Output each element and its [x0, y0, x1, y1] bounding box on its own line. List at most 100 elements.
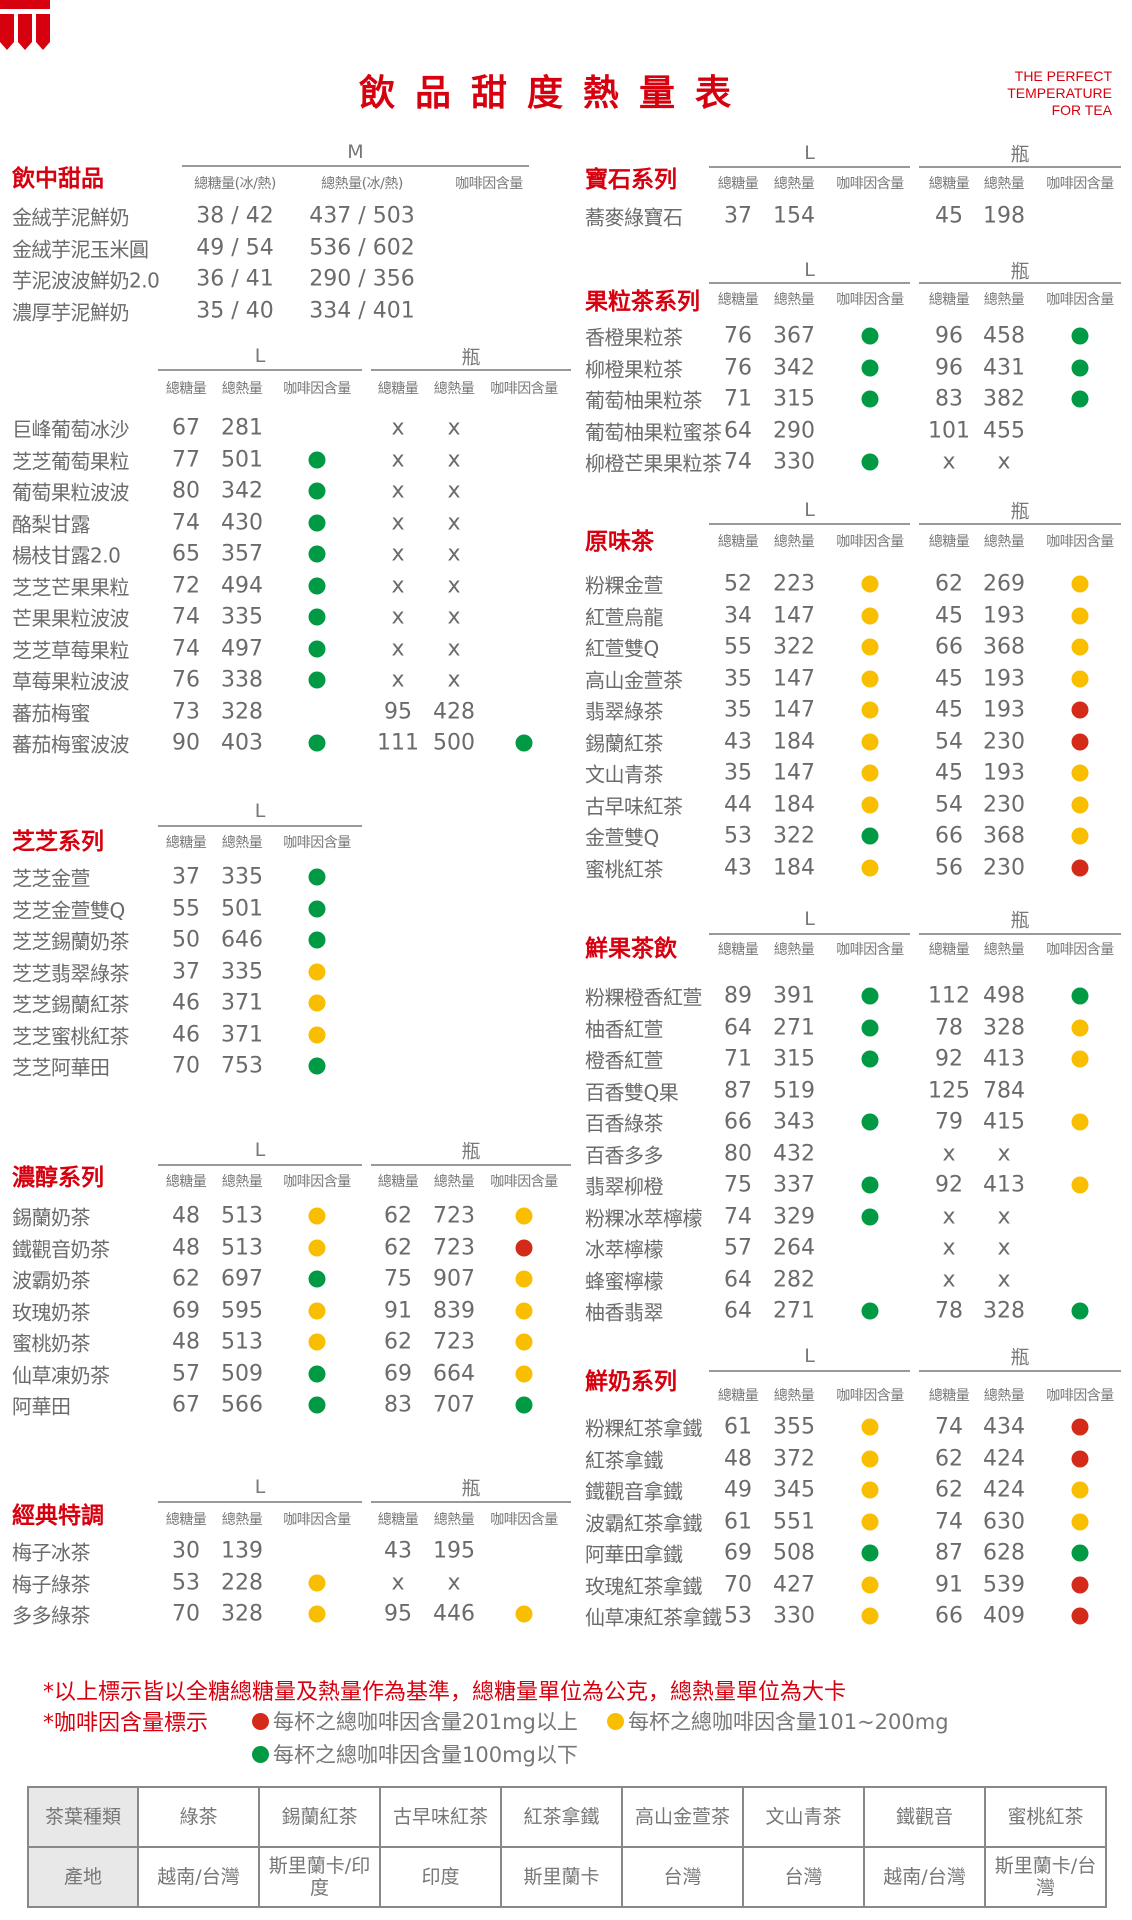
calorie-value: 413: [983, 1046, 1025, 1072]
caffeine-green-dot-icon: [308, 1270, 326, 1288]
sugar-value: 74: [935, 1414, 963, 1440]
column-header: 總糖量: [717, 292, 759, 308]
tagline-line: THE PERFECT: [1014, 68, 1112, 84]
tea-type-cell: 文山青茶: [742, 1786, 865, 1848]
sugar-value: 95: [384, 699, 412, 724]
drink-name: 葡萄柚果粒茶: [585, 388, 703, 413]
caffeine-yellow-dot-icon: [1071, 1050, 1089, 1068]
drink-name: 芋泥波波鮮奶2.0: [12, 268, 160, 293]
caffeine-green-dot-icon: [1071, 359, 1089, 376]
drink-name: 草莓果粒波波: [12, 669, 130, 694]
calorie-value: 228: [221, 1570, 263, 1595]
calorie-value: 328: [983, 1015, 1025, 1040]
calorie-value: 290: [773, 418, 815, 443]
origin-cell: 越南/台灣: [137, 1846, 260, 1908]
caffeine-green-dot-icon: [861, 827, 879, 845]
calorie-value: 367: [773, 323, 815, 349]
sugar-value: 64: [724, 418, 752, 443]
column-header: 咖啡因含量: [283, 1174, 351, 1190]
drink-name: 文山青茶: [585, 762, 664, 787]
calorie-value: 335: [221, 604, 263, 630]
column-header: 咖啡因含量: [1046, 292, 1114, 308]
origin-cell: 台灣: [742, 1846, 865, 1908]
calorie-value: 424: [983, 1446, 1025, 1471]
caffeine-green-dot-icon: [308, 671, 326, 689]
sugar-value: 35: [724, 760, 752, 786]
column-header: 總糖量: [717, 534, 759, 550]
sugar-value: 49 / 54: [196, 235, 274, 260]
sugar-value: 62: [935, 1477, 963, 1503]
calorie-value: 509: [221, 1361, 263, 1386]
calorie-value: x: [447, 478, 461, 504]
caffeine-yellow-dot-icon: [861, 764, 879, 782]
sugar-value: 55: [724, 634, 752, 660]
caffeine-green-dot-icon: [1071, 1544, 1089, 1562]
caffeine-green-dot-icon: [308, 868, 326, 886]
sugar-value: 45: [935, 666, 963, 691]
sugar-value: 43: [724, 729, 752, 754]
caffeine-green-dot-icon: [308, 482, 326, 500]
drink-name: 蜂蜜檸檬: [585, 1269, 664, 1293]
calorie-value: 193: [983, 666, 1025, 691]
caffeine-yellow-dot-icon: [1071, 1513, 1089, 1530]
calorie-value: 329: [773, 1204, 815, 1229]
size-divider: [919, 933, 1121, 935]
calorie-value: 195: [433, 1538, 475, 1564]
calorie-value: 372: [773, 1446, 815, 1471]
sugar-value: 70: [172, 1053, 200, 1079]
calorie-value: 154: [773, 203, 815, 229]
sugar-value: 49: [724, 1477, 752, 1503]
sugar-value: 76: [724, 323, 752, 349]
column-header: 咖啡因含量: [490, 1512, 558, 1528]
calorie-value: 343: [773, 1109, 815, 1135]
caffeine-yellow-dot-icon: [308, 1574, 326, 1591]
size-divider: [158, 369, 362, 371]
sugar-value: 45: [935, 603, 963, 628]
caffeine-yellow-dot-icon: [1071, 1019, 1089, 1036]
sugar-value: 36 / 41: [196, 266, 274, 292]
caffeine-yellow-dot-icon: [861, 1450, 879, 1467]
calorie-value: 513: [221, 1203, 263, 1229]
calorie-value: 230: [983, 729, 1025, 754]
size-label: L: [804, 142, 815, 164]
tea-type-row: 茶葉種類 綠茶 錫蘭紅茶 古早味紅茶 紅茶拿鐵 高山金萱茶 文山青茶 鐵觀音 蜜桃紅茶: [27, 1786, 1107, 1848]
sugar-value: 38 / 42: [196, 203, 274, 229]
size-divider: [709, 1370, 910, 1372]
calorie-value: 513: [221, 1235, 263, 1260]
drink-name: 金絨芋泥玉米圓: [12, 237, 149, 261]
drink-name: 玫瑰奶茶: [12, 1300, 91, 1324]
column-header: 咖啡因含量: [836, 534, 904, 550]
drink-name: 梅子綠茶: [12, 1572, 91, 1596]
calorie-value: x: [447, 604, 461, 630]
caffeine-yellow-dot-icon: [861, 607, 879, 624]
column-header: 總熱量: [221, 835, 263, 851]
section-title: 果粒茶系列: [585, 288, 700, 315]
caffeine-red-dot-icon: [1071, 733, 1089, 750]
caffeine-green-dot-icon: [308, 734, 326, 752]
drink-name: 柳橙果粒茶: [585, 357, 683, 381]
sugar-value: 37: [172, 959, 200, 984]
sugar-value: 45: [935, 203, 963, 229]
calorie-value: 147: [773, 666, 815, 691]
section-title: 飲中甜品: [12, 165, 104, 192]
calorie-value: 337: [773, 1172, 815, 1198]
sugar-value: 53: [724, 823, 752, 849]
sugar-value: 76: [172, 667, 200, 693]
drink-name: 芝芝金萱雙Q: [12, 898, 125, 922]
drink-name: 阿華田拿鐵: [585, 1542, 683, 1567]
column-header: 咖啡因含量: [836, 292, 904, 308]
sugar-value: 62: [935, 571, 963, 597]
size-divider: [709, 933, 910, 935]
caffeine-yellow-dot-icon: [861, 1576, 879, 1593]
calorie-value: x: [997, 1141, 1011, 1166]
sugar-value: x: [391, 667, 405, 693]
drink-name: 蕃茄梅蜜波波: [12, 732, 130, 757]
sugar-value: 34: [724, 603, 752, 628]
caffeine-green-dot-icon: [861, 1050, 879, 1068]
column-header: 咖啡因含量: [1046, 176, 1114, 192]
calorie-value: 458: [983, 323, 1025, 349]
sugar-value: 62: [384, 1329, 412, 1355]
column-header: 總熱量: [221, 1512, 263, 1528]
calorie-value: 382: [983, 386, 1025, 412]
calorie-value: 335: [221, 864, 263, 890]
